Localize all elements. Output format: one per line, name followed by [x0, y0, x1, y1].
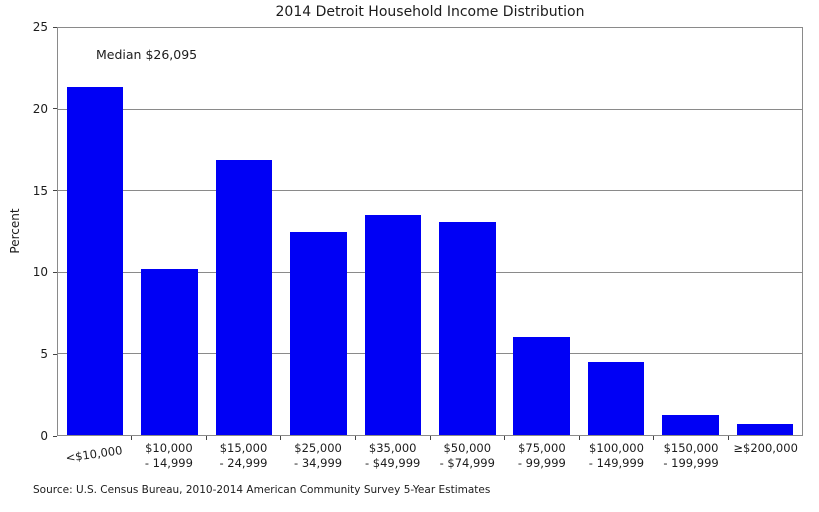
x-tick-label-line: - 34,999: [294, 455, 343, 470]
x-tick-label-line: $50,000: [443, 441, 492, 455]
bar-<$10,000: [66, 86, 124, 435]
x-tick-label-<$10,000: <$10,000: [56, 442, 134, 482]
gridline-10: [58, 271, 802, 273]
y-tickmark: [53, 190, 57, 192]
x-axis-ticks: [57, 436, 803, 441]
gridline-15: [58, 190, 802, 192]
y-tickmark: [53, 26, 57, 28]
y-tick-label: 5: [40, 347, 48, 362]
x-tick-label-line: $10,000: [145, 441, 193, 455]
x-tick-label-$75,000 - 99,999: $75,000- 99,999: [505, 441, 580, 471]
x-tick-label-line: $150,000: [663, 441, 719, 455]
bar-slot: [504, 28, 578, 435]
x-axis-labels: <$10,000 $10,000- 14,999 $15,000- 24,999 $2…: [57, 441, 803, 471]
bar-slot: [132, 28, 206, 435]
bar-$10,000 - 14,999: [141, 268, 198, 435]
x-tick-label-line: $75,000: [518, 441, 566, 455]
x-tick-label-line: $25,000: [294, 441, 342, 455]
y-tickmark: [53, 353, 57, 355]
y-tick-label: 20: [32, 101, 48, 116]
x-tick-label-$35,000 - $49,999: $35,000- $49,999: [355, 441, 430, 471]
x-tickmark: [429, 436, 431, 440]
source-note: Source: U.S. Census Bureau, 2010-2014 Am…: [33, 484, 491, 496]
x-tick-label-line: - 99,999: [517, 455, 566, 470]
x-tickmark: [205, 436, 207, 440]
y-tick-label: 25: [32, 20, 48, 34]
bar-slot: [281, 28, 355, 435]
x-tickmark: [578, 436, 580, 440]
bar-slot: [430, 28, 504, 435]
x-tick-label-line: - 24,999: [219, 455, 268, 470]
x-tick-label-$150,000 - 199,999: $150,000- 199,999: [654, 441, 729, 471]
x-tick-label-line: ≥$200,000: [733, 441, 798, 455]
x-tick-label-line: $35,000: [368, 441, 417, 455]
x-tickmark: [653, 436, 655, 440]
y-tick-label: 0: [40, 429, 48, 443]
x-tick-label-line: - 149,999: [588, 455, 645, 470]
x-tick-label-$10,000 - 14,999: $10,000- 14,999: [132, 441, 207, 471]
x-tick-label-line: $100,000: [589, 441, 644, 455]
x-tick-label-≥$200,000: ≥$200,000: [728, 441, 803, 471]
y-tickmark: [53, 435, 57, 437]
bar-slot: [579, 28, 653, 435]
bars-container: [58, 28, 802, 435]
bar-slot: [653, 28, 727, 435]
x-tickmark: [280, 436, 282, 440]
y-tickmark: [53, 108, 57, 110]
bar-$150,000 - 199,999: [662, 415, 719, 435]
x-tickmark: [727, 436, 729, 440]
x-tick-label-line: - 199,999: [663, 455, 719, 470]
x-tick-label-line: - 14,999: [144, 455, 193, 470]
bar-$100,000 - 149,999: [587, 361, 645, 435]
y-tick-label: 15: [32, 183, 48, 198]
gridline-5: [58, 353, 802, 355]
x-tick-label-line: - $49,999: [364, 455, 421, 470]
bar-≥$200,000: [736, 423, 794, 435]
x-tick-label-line: <$10,000: [64, 443, 124, 465]
bar-slot: [58, 28, 132, 435]
x-tick-label-$25,000 - 34,999: $25,000- 34,999: [281, 441, 356, 471]
bar-$35,000 - $49,999: [364, 215, 422, 435]
median-annotation: Median $26,095: [96, 47, 198, 62]
chart-title: 2014 Detroit Household Income Distributi…: [275, 4, 585, 20]
bar-slot: [207, 28, 281, 435]
bar-$50,000 - $74,999: [438, 221, 496, 435]
bar-$25,000 - 34,999: [290, 231, 347, 435]
x-tick-label-$50,000 - $74,999: $50,000- $74,999: [430, 441, 505, 471]
bar-slot: [356, 28, 430, 435]
x-tickmark: [504, 436, 506, 440]
y-tickmark: [53, 271, 57, 273]
x-tickmark: [131, 436, 133, 440]
gridline-20: [58, 108, 802, 110]
plot-area: Median $26,095: [57, 27, 803, 436]
bar-$75,000 - 99,999: [513, 337, 570, 435]
x-tick-label-line: - $74,999: [439, 455, 495, 470]
bar-slot: [728, 28, 802, 435]
y-axis-ticks: 0 5 10 15 20 25: [0, 20, 57, 443]
x-tick-label-$15,000 - 24,999: $15,000- 24,999: [206, 441, 281, 471]
x-tick-label-line: $15,000: [219, 441, 268, 455]
x-tick-label-$100,000 - 149,999: $100,000- 149,999: [579, 441, 654, 471]
bar-$15,000 - 24,999: [215, 159, 273, 435]
x-tickmark: [354, 436, 356, 440]
y-tick-label: 10: [32, 265, 48, 280]
